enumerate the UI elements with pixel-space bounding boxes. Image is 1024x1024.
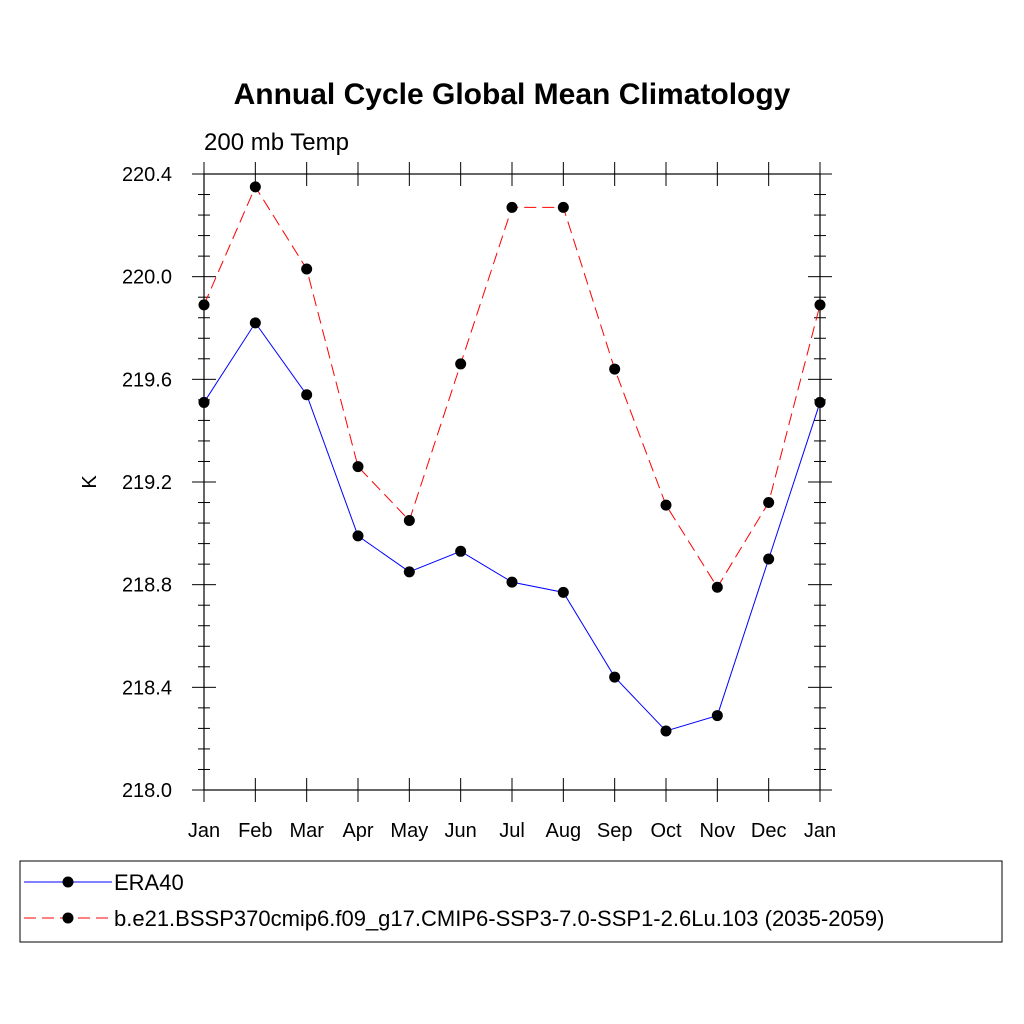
y-tick-label: 218.8 <box>122 575 172 597</box>
data-point-series-1 <box>557 201 569 213</box>
data-point-series-1 <box>609 363 621 375</box>
data-point-series-0 <box>249 317 261 329</box>
x-tick-label: Nov <box>700 820 736 842</box>
data-point-series-0 <box>455 545 467 557</box>
legend-label-era40: ERA40 <box>114 870 184 895</box>
y-tick-label: 219.6 <box>122 369 172 391</box>
y-tick-label: 218.0 <box>122 780 172 802</box>
series-line-1 <box>203 185 821 589</box>
data-point-series-1 <box>814 299 826 311</box>
y-tick-label: 219.2 <box>122 472 172 494</box>
chart-title: Annual Cycle Global Mean Climatology <box>234 78 791 111</box>
legend-marker-model <box>62 912 74 924</box>
x-tick-label: Sep <box>597 820 633 842</box>
x-tick-label: Dec <box>751 820 787 842</box>
series-layer <box>198 181 826 737</box>
y-tick-label: 220.0 <box>122 267 172 289</box>
axis-ticks <box>192 162 832 802</box>
data-point-series-0 <box>557 586 569 598</box>
data-point-series-1 <box>301 263 313 275</box>
data-point-series-1 <box>352 461 364 473</box>
data-point-series-1 <box>506 201 518 213</box>
data-point-series-0 <box>711 710 723 722</box>
x-tick-labels: Jan Feb Mar Apr May Jun Jul Aug Sep Oct Nov Dec Jan <box>188 820 836 842</box>
x-tick-label: May <box>390 820 428 842</box>
data-point-series-1 <box>660 499 672 511</box>
x-tick-label: Jul <box>499 820 525 842</box>
data-point-series-0 <box>506 576 518 588</box>
x-tick-label: Jun <box>445 820 477 842</box>
x-tick-label: Feb <box>238 820 272 842</box>
legend-box <box>19 860 1003 943</box>
legend-marker-era40 <box>62 876 74 888</box>
data-point-series-1 <box>198 299 210 311</box>
y-tick-label: 220.4 <box>122 164 172 186</box>
chart-subtitle: 200 mb Temp <box>204 129 349 156</box>
data-point-series-1 <box>403 515 415 526</box>
y-axis-label: K <box>79 475 101 489</box>
x-tick-label: Apr <box>342 820 373 842</box>
x-tick-label: Jan <box>804 820 836 842</box>
legend: ERA40 b.e21.BSSP370cmip6.f09_g17.CMIP6-S… <box>19 860 1003 943</box>
legend-label-model: b.e21.BSSP370cmip6.f09_g17.CMIP6-SSP3-7.… <box>114 906 884 931</box>
data-point-series-0 <box>609 671 621 683</box>
x-tick-label: Oct <box>650 820 682 842</box>
data-point-series-0 <box>403 566 415 578</box>
data-point-series-1 <box>711 581 723 593</box>
x-tick-label: Aug <box>546 820 582 842</box>
plot-frame <box>203 173 821 791</box>
x-tick-label: Jan <box>188 820 220 842</box>
data-point-series-0 <box>814 396 826 408</box>
data-point-series-1 <box>763 497 775 509</box>
data-point-series-1 <box>249 181 261 193</box>
series-line-0 <box>203 321 821 732</box>
data-point-series-0 <box>660 725 672 737</box>
x-tick-label: Mar <box>289 820 324 842</box>
data-point-series-0 <box>198 396 210 408</box>
data-point-series-1 <box>455 358 467 370</box>
data-point-series-0 <box>352 530 364 542</box>
y-tick-labels: 218.0 218.4 218.8 219.2 219.6 220.0 220.4 <box>122 164 172 802</box>
data-point-series-0 <box>301 389 313 401</box>
y-tick-label: 218.4 <box>122 677 172 699</box>
data-point-series-0 <box>763 553 775 565</box>
